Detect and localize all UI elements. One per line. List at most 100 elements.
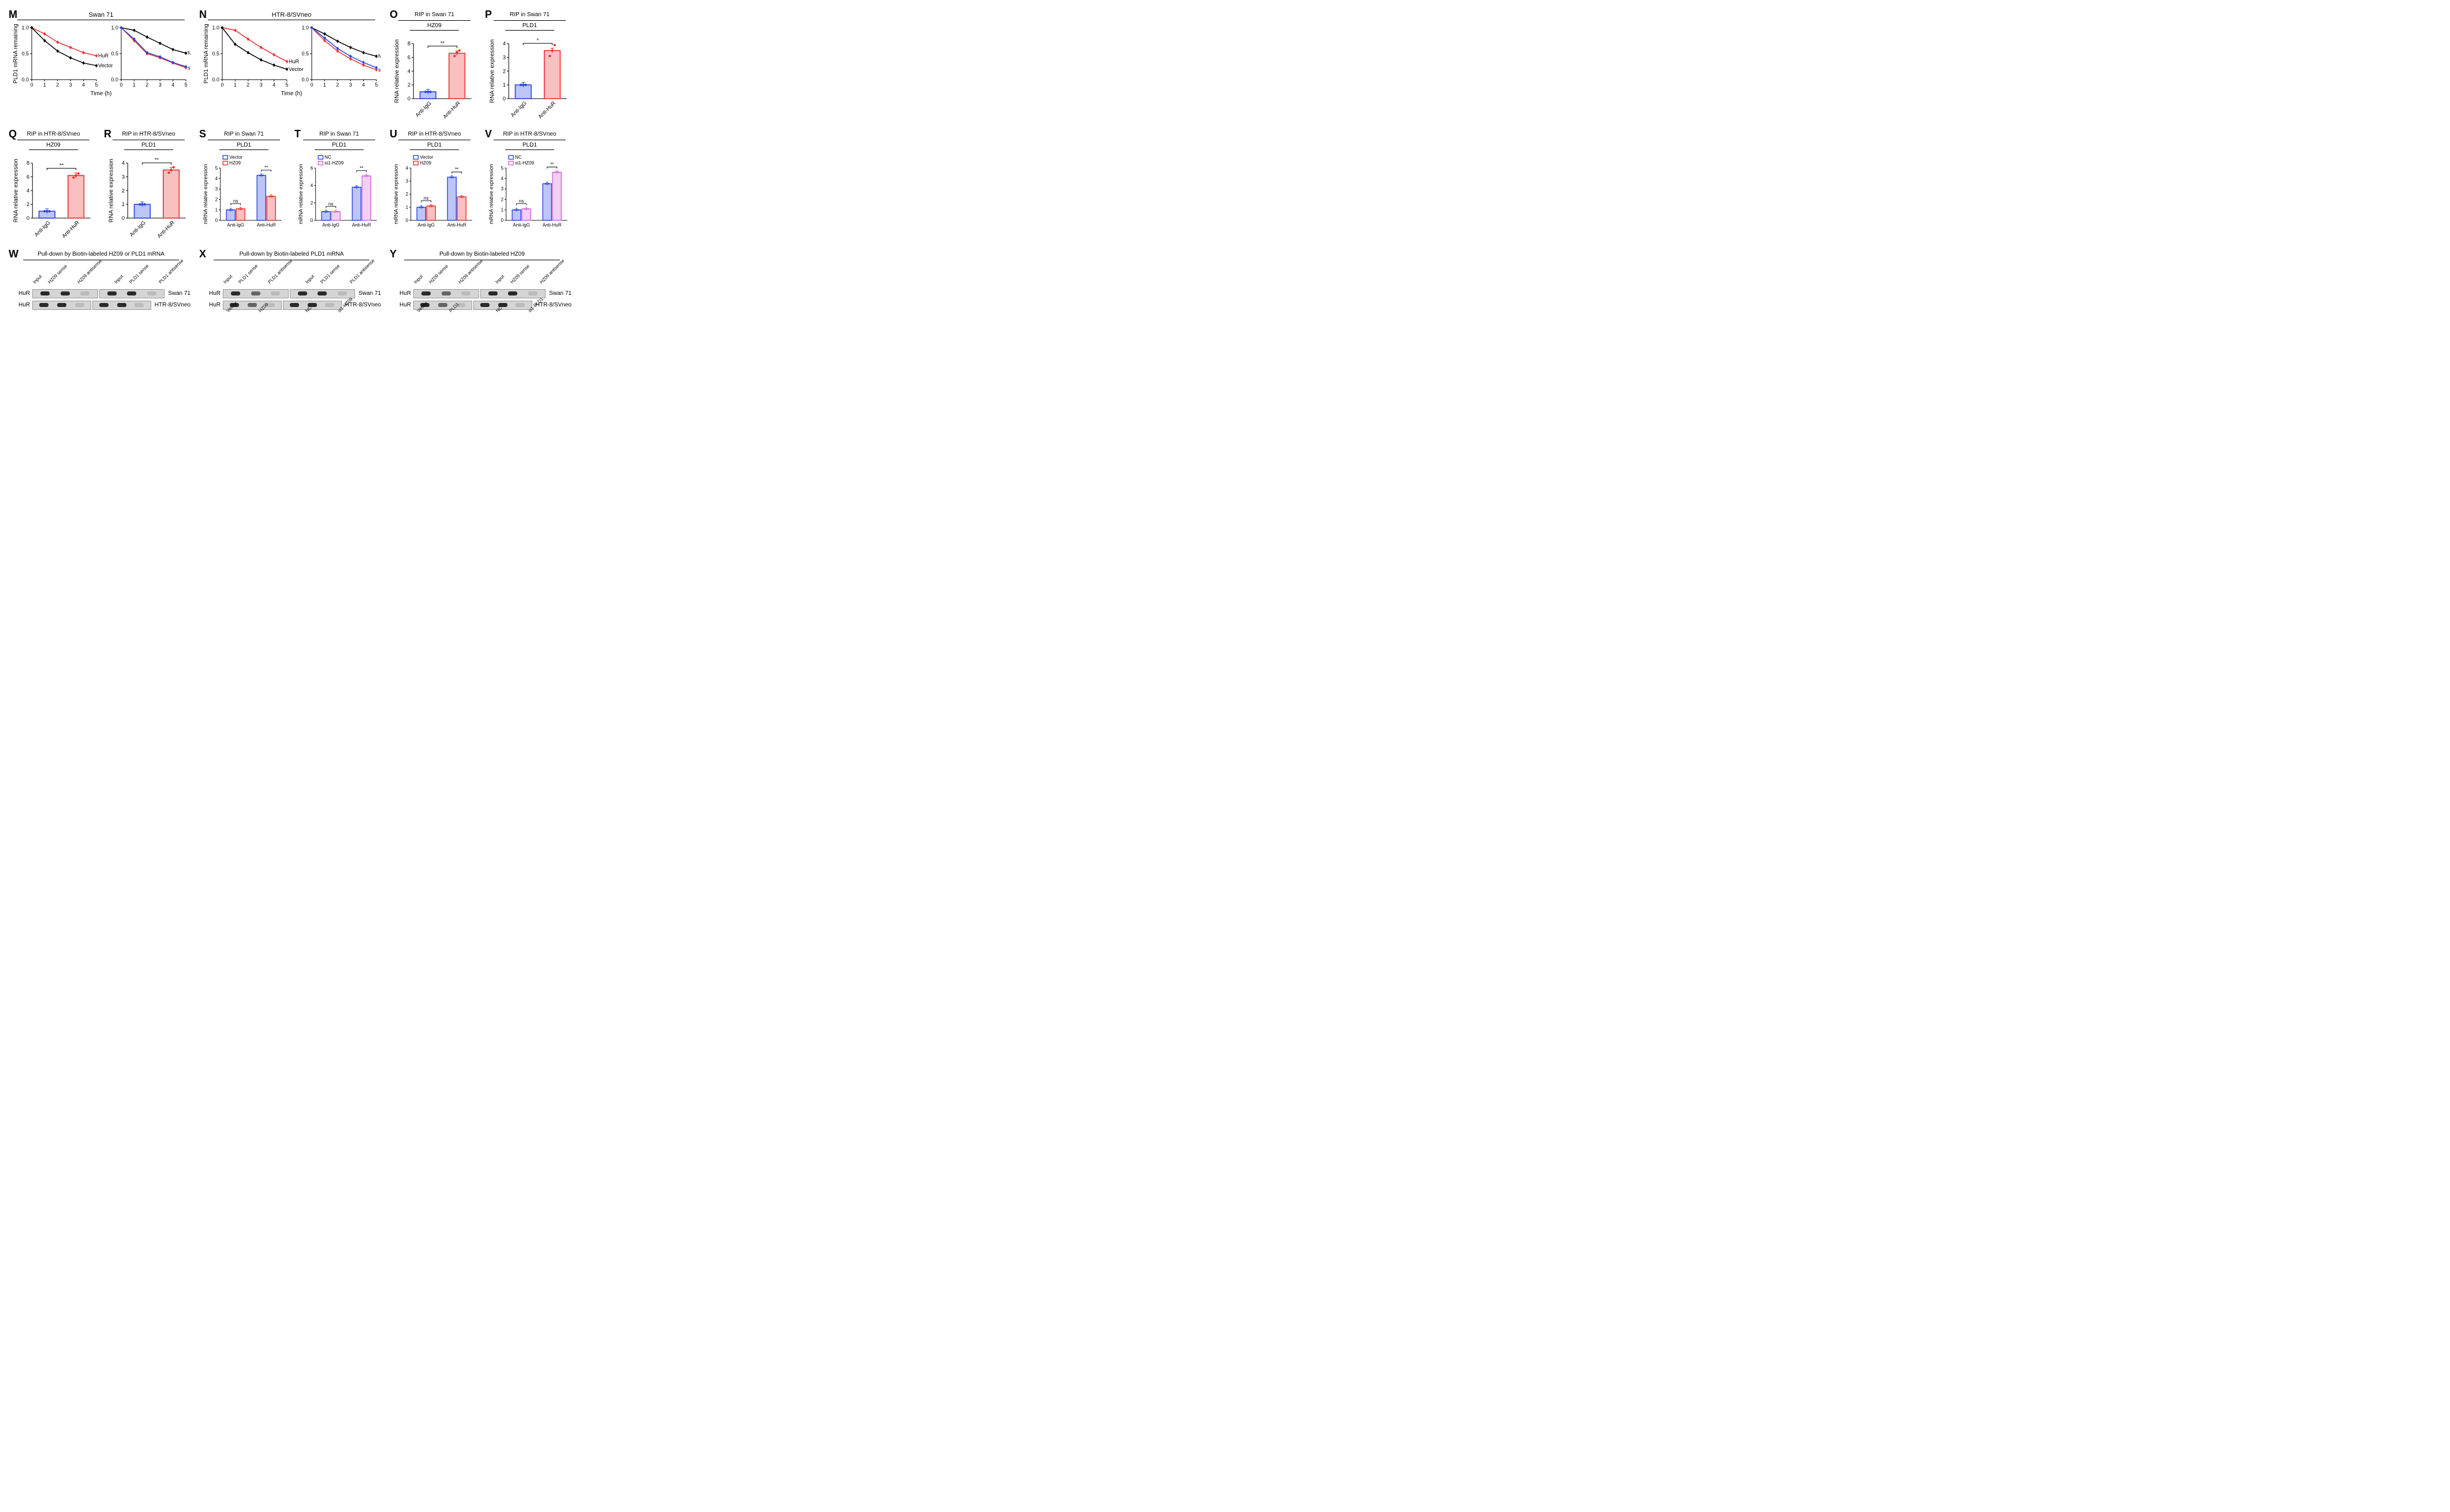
svg-text:5: 5 [501, 166, 504, 171]
svg-text:0: 0 [122, 215, 125, 221]
svg-text:3: 3 [159, 82, 162, 88]
svg-text:2: 2 [27, 202, 29, 208]
svg-text:4: 4 [122, 160, 125, 166]
svg-text:1.0: 1.0 [301, 25, 309, 31]
svg-text:5: 5 [95, 82, 98, 88]
panel-U: URIP in HTR-8/SVneoPLD101234nsAnti-IgG**… [393, 131, 476, 242]
svg-text:NC: NC [378, 54, 381, 59]
svg-text:**: ** [550, 162, 554, 167]
svg-text:5: 5 [215, 166, 218, 171]
panel-title: HTR-8/SVneo [202, 12, 381, 18]
svg-text:1: 1 [122, 202, 125, 208]
svg-text:RNA relative expression: RNA relative expression [489, 39, 495, 103]
svg-text:Anti-HuR: Anti-HuR [537, 100, 557, 119]
svg-text:**: ** [360, 166, 364, 171]
svg-text:**: ** [264, 165, 268, 170]
panel-title: RIP in HTR-8/SVneo [488, 131, 572, 137]
svg-text:2: 2 [503, 68, 506, 74]
panel-subtitle: HZ09 [410, 23, 459, 31]
svg-text:0: 0 [221, 82, 223, 88]
panel-title: RIP in HTR-8/SVneo [393, 131, 476, 137]
svg-text:1: 1 [43, 82, 46, 88]
svg-text:3: 3 [260, 82, 263, 88]
svg-text:Vector: Vector [98, 63, 113, 69]
svg-text:HZ09: HZ09 [420, 160, 431, 166]
svg-text:0: 0 [503, 96, 506, 102]
panel-R: RRIP in HTR-8/SVneoPLD101234Anti-IgGAnti… [107, 131, 191, 242]
svg-text:0: 0 [310, 82, 313, 88]
svg-text:5: 5 [285, 82, 288, 88]
svg-text:0.5: 0.5 [301, 51, 309, 57]
svg-text:**: ** [440, 40, 445, 46]
svg-text:5: 5 [375, 82, 378, 88]
panel-O: ORIP in Swan 71HZ0902468Anti-IgGAnti-HuR… [393, 12, 476, 122]
svg-text:2: 2 [145, 82, 148, 88]
svg-text:**: ** [455, 167, 459, 173]
svg-text:Anti-HuR: Anti-HuR [257, 223, 276, 228]
svg-text:4: 4 [215, 176, 218, 181]
svg-text:4: 4 [503, 41, 506, 47]
svg-text:2: 2 [501, 197, 504, 203]
panel-subtitle: PLD1 [124, 142, 173, 150]
svg-text:4: 4 [501, 176, 504, 181]
svg-text:mRNA relative expression: mRNA relative expression [203, 164, 208, 224]
svg-text:2: 2 [336, 82, 339, 88]
svg-text:2: 2 [408, 82, 410, 88]
svg-text:0: 0 [311, 218, 313, 223]
svg-text:4: 4 [406, 166, 409, 171]
panel-label: S [199, 128, 206, 140]
panel-label: T [294, 128, 301, 140]
svg-text:2: 2 [122, 188, 125, 194]
svg-text:0.0: 0.0 [21, 77, 29, 83]
svg-text:2: 2 [311, 201, 313, 206]
svg-text:3: 3 [501, 187, 504, 192]
svg-text:mRNA relative expression: mRNA relative expression [488, 164, 494, 224]
svg-text:0: 0 [501, 218, 504, 223]
svg-text:Vector: Vector [289, 66, 304, 72]
svg-text:Time (h): Time (h) [281, 91, 302, 97]
svg-text:3: 3 [122, 174, 125, 180]
panel-subtitle: PLD1 [315, 142, 364, 150]
svg-text:0.5: 0.5 [21, 51, 29, 57]
svg-text:1: 1 [234, 82, 237, 88]
panel-label: P [485, 9, 492, 21]
panel-subtitle: PLD1 [505, 142, 554, 150]
svg-text:2: 2 [247, 82, 249, 88]
svg-text:PLD1 mRNA remaining: PLD1 mRNA remaining [203, 24, 210, 83]
panel-title: RIP in Swan 71 [202, 131, 286, 137]
svg-text:0: 0 [27, 215, 29, 221]
svg-text:Anti-IgG: Anti-IgG [513, 223, 530, 228]
svg-text:Anti-IgG: Anti-IgG [510, 100, 528, 118]
svg-text:Anti-HuR: Anti-HuR [61, 220, 80, 239]
svg-text:RNA relative expression: RNA relative expression [13, 159, 19, 223]
svg-text:HZ09: HZ09 [229, 160, 241, 166]
svg-text:4: 4 [362, 82, 365, 88]
svg-text:4: 4 [171, 82, 174, 88]
svg-text:0.0: 0.0 [301, 77, 309, 83]
svg-text:6: 6 [311, 166, 313, 171]
svg-text:*: * [537, 38, 539, 43]
panel-T: TRIP in Swan 71PLD10246nsAnti-IgG**Anti-… [297, 131, 381, 242]
svg-text:ns: ns [233, 199, 238, 204]
svg-text:NC: NC [188, 50, 191, 56]
svg-text:HuR: HuR [98, 53, 109, 59]
svg-text:0.0: 0.0 [212, 77, 219, 83]
svg-text:Vector: Vector [229, 155, 242, 160]
svg-text:NC: NC [515, 155, 522, 160]
svg-text:2: 2 [215, 197, 218, 203]
svg-text:3: 3 [406, 179, 409, 184]
panel-title: Swan 71 [12, 12, 191, 18]
svg-text:Anti-IgG: Anti-IgG [322, 223, 339, 228]
svg-text:8: 8 [408, 41, 410, 47]
svg-text:5: 5 [184, 82, 187, 88]
svg-text:PLD1 mRNA remaining: PLD1 mRNA remaining [13, 24, 19, 83]
svg-text:mRNA relative expression: mRNA relative expression [393, 164, 399, 224]
panel-label: R [104, 128, 111, 140]
svg-text:6: 6 [27, 174, 29, 180]
panel-label: W [9, 248, 18, 260]
svg-text:1.0: 1.0 [212, 25, 219, 31]
svg-text:1: 1 [503, 82, 506, 88]
svg-text:0.5: 0.5 [212, 51, 219, 57]
svg-text:4: 4 [408, 68, 410, 74]
svg-text:si1,2-HuR: si1,2-HuR [378, 67, 381, 73]
